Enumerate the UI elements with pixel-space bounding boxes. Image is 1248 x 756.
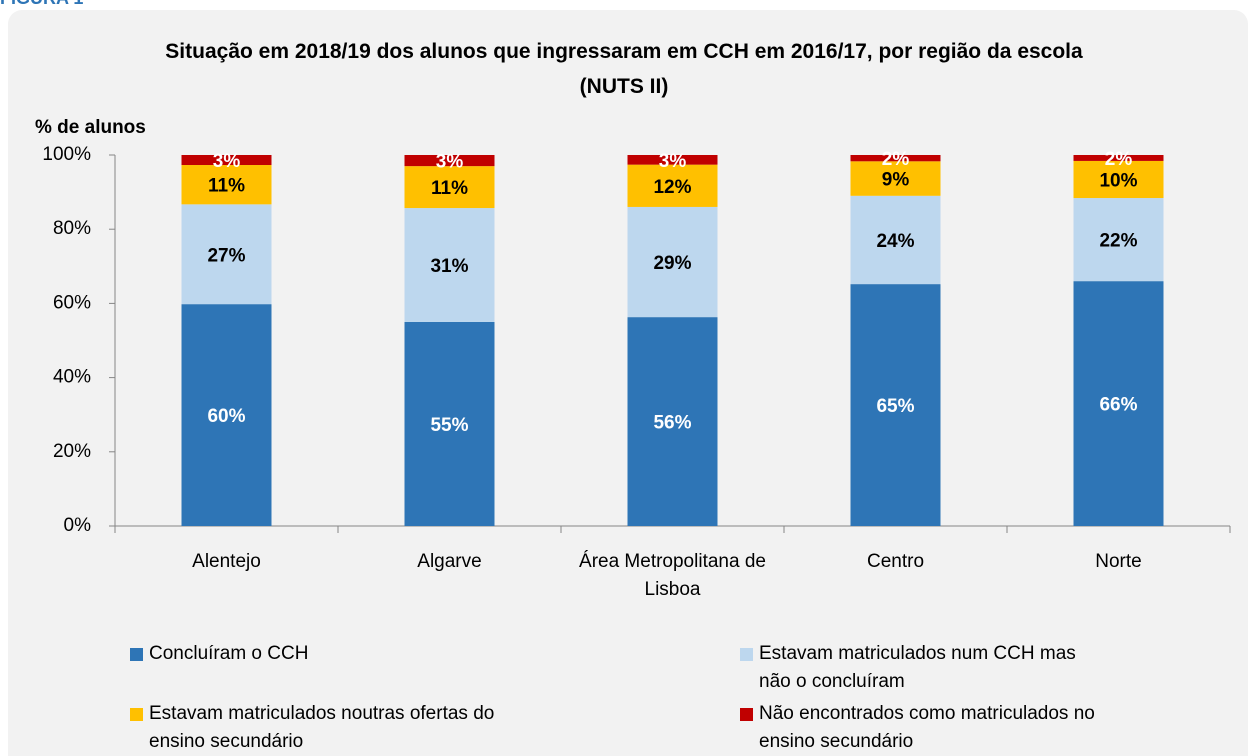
- bar-segment: [850, 155, 941, 162]
- bar-segment: [1073, 198, 1164, 282]
- legend-item: Estavam matriculados noutras ofertas do …: [130, 700, 509, 756]
- legend-label: Não encontrados como matriculados no ens…: [759, 703, 1095, 752]
- data-label: 11%: [208, 176, 245, 197]
- data-label: 2%: [882, 149, 910, 170]
- legend-label: Estavam matriculados num CCH mas não o c…: [759, 643, 1076, 692]
- data-label: 22%: [1099, 231, 1137, 252]
- data-label: 3%: [436, 152, 464, 173]
- y-tick-label: 20%: [53, 441, 91, 462]
- bar-segment: [404, 321, 495, 526]
- x-tick-label: Algarve: [417, 551, 482, 572]
- bar-segment: [404, 166, 495, 209]
- x-tick-label: Norte: [1095, 551, 1142, 572]
- data-label: 24%: [876, 231, 914, 252]
- y-tick-label: 40%: [53, 367, 91, 388]
- data-label: 12%: [653, 177, 691, 198]
- data-label: 3%: [213, 151, 241, 172]
- legend-label: Concluíram o CCH: [149, 643, 309, 664]
- y-tick-label: 80%: [53, 218, 91, 239]
- data-label: 66%: [1099, 395, 1137, 416]
- y-tick-label: 100%: [42, 144, 91, 165]
- legend-item: Concluíram o CCH: [130, 640, 449, 668]
- legend-item: Não encontrados como matriculados no ens…: [740, 700, 1104, 756]
- y-tick-label: 60%: [53, 292, 91, 313]
- bar-segment: [404, 155, 495, 167]
- bar-segment: [1073, 155, 1164, 161]
- chart-title: Situação em 2018/19 dos alunos que ingre…: [165, 40, 1083, 98]
- bar-segment: [181, 304, 272, 526]
- data-label: 31%: [430, 256, 468, 277]
- data-label: 56%: [653, 413, 691, 434]
- bar-segment: [627, 206, 718, 318]
- bar-segment: [850, 284, 941, 526]
- figure-label: FIGURA 1: [0, 0, 83, 9]
- bar-segment: [181, 155, 272, 166]
- bar-segment: [627, 317, 718, 526]
- x-tick-label: Centro: [866, 551, 925, 572]
- data-label: 65%: [876, 396, 914, 417]
- bar-segment: [627, 164, 718, 207]
- x-tick-label: Área Metropolitana de Lisboa: [579, 551, 766, 600]
- legend-item: Estavam matriculados num CCH mas não o c…: [740, 640, 1079, 696]
- bar-segment: [181, 165, 272, 205]
- legend-swatch: [740, 708, 753, 721]
- bar-segment: [404, 208, 495, 322]
- data-label: 9%: [882, 170, 910, 191]
- y-tick-label: 0%: [64, 515, 92, 536]
- bar-segment: [1073, 160, 1164, 199]
- legend-swatch: [130, 648, 143, 661]
- bar-segment: [1073, 281, 1164, 526]
- data-label: 10%: [1099, 171, 1137, 192]
- bar-segment: [181, 204, 272, 305]
- data-label: 29%: [653, 253, 691, 274]
- data-label: 27%: [207, 245, 245, 266]
- legend-swatch: [740, 648, 753, 661]
- legend-label: Estavam matriculados noutras ofertas do …: [149, 703, 495, 752]
- x-tick-label: Alentejo: [192, 551, 261, 572]
- bar-segment: [850, 195, 941, 285]
- data-label: 2%: [1105, 149, 1133, 170]
- bar-segment: [850, 161, 941, 196]
- data-label: 55%: [430, 415, 468, 436]
- data-label: 11%: [431, 178, 468, 199]
- legend-swatch: [130, 708, 143, 721]
- data-label: 60%: [207, 406, 245, 427]
- y-axis-label: % de alunos: [35, 117, 146, 138]
- data-label: 3%: [659, 151, 687, 172]
- bar-segment: [627, 155, 718, 165]
